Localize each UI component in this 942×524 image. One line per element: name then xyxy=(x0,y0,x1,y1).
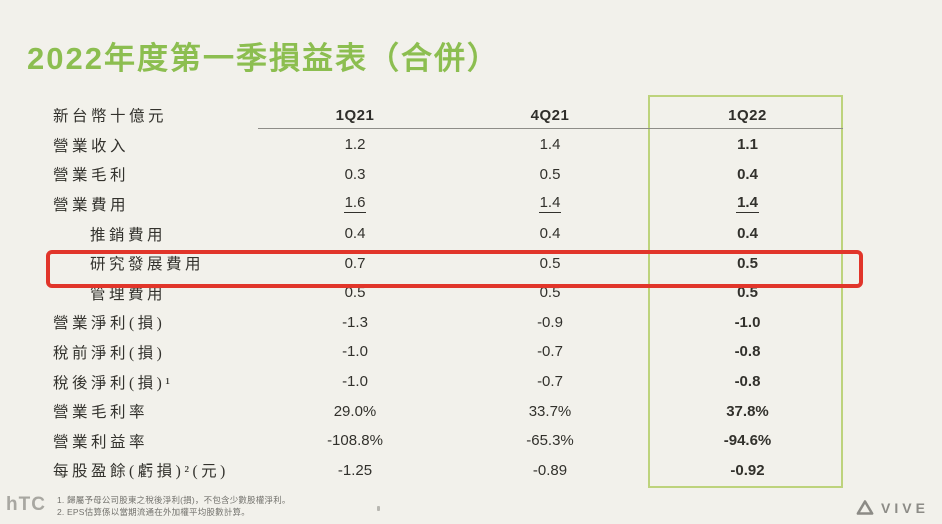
cell-value-4q21: -0.7 xyxy=(537,343,563,361)
cell-value-1q21: 0.3 xyxy=(344,165,366,183)
column-header-4q21: 4Q21 xyxy=(530,106,570,124)
cell-value-1q22: -0.92 xyxy=(730,461,765,479)
row-label: 每股盈餘(虧損)²(元) xyxy=(53,463,229,481)
cell-value-1q22: 1.1 xyxy=(737,136,758,154)
cell-value-1q21: 0.4 xyxy=(344,225,366,243)
row-label: 營業費用 xyxy=(53,196,130,214)
cell-value-1q22: -94.6% xyxy=(723,432,772,450)
cell-value-4q21: 0.5 xyxy=(539,284,561,302)
row-label: 營業毛利 xyxy=(53,167,130,185)
table-row: 營業毛利率 29.0% 33.7% 37.8% xyxy=(53,396,845,426)
cell-value-1q21: -1.0 xyxy=(342,373,368,391)
cell-value-1q21: -1.0 xyxy=(342,343,368,361)
cell-value-4q21: 0.5 xyxy=(539,254,561,272)
footnotes: 1. 歸屬予母公司股東之稅後淨利(損)，不包含少數股權淨利。 2. EPS估算係… xyxy=(57,495,457,518)
cell-value-1q21: -1.25 xyxy=(337,461,373,479)
row-label: 管理費用 xyxy=(90,285,167,303)
column-header-1q22: 1Q22 xyxy=(728,106,767,124)
htc-logo: hTC xyxy=(6,494,46,515)
table-row: 稅前淨利(損) -1.0 -0.7 -0.8 xyxy=(53,337,845,367)
vive-triangle-icon xyxy=(856,499,874,516)
column-header-1q21: 1Q21 xyxy=(335,106,375,124)
cell-value-1q22: -0.8 xyxy=(734,343,761,361)
cell-value-1q21: -108.8% xyxy=(327,432,383,450)
income-statement-table: 新台幣十億元 1Q21 4Q21 1Q22 營業收入 1.2 1.4 1.1 營業毛利 0… xyxy=(53,95,845,488)
cell-value-4q21: 1.4 xyxy=(538,194,562,214)
cell-value-1q22: 0.5 xyxy=(737,284,758,302)
row-label: 營業利益率 xyxy=(53,433,149,451)
cell-value-4q21: 0.5 xyxy=(539,165,561,183)
table-row: 營業費用 1.6 1.4 1.4 xyxy=(53,189,845,219)
cell-value-1q21: -1.3 xyxy=(342,313,368,331)
table-header-row: 新台幣十億元 1Q21 4Q21 1Q22 xyxy=(53,103,845,127)
cell-value-4q21: -0.9 xyxy=(537,313,563,331)
page-number-mark xyxy=(377,506,380,511)
cell-value-1q22: 0.4 xyxy=(737,165,758,183)
table-row: 營業收入 1.2 1.4 1.1 xyxy=(53,130,845,160)
cell-value-1q22: 0.5 xyxy=(737,254,758,272)
table-row: 管理費用 0.5 0.5 0.5 xyxy=(53,278,845,308)
cell-value-4q21: -0.89 xyxy=(532,461,568,479)
footnote-1: 1. 歸屬予母公司股東之稅後淨利(損)，不包含少數股權淨利。 xyxy=(57,495,291,505)
row-label: 營業淨利(損) xyxy=(53,315,166,333)
cell-value-1q22: -1.0 xyxy=(734,313,761,331)
cell-value-1q22: 37.8% xyxy=(726,402,769,420)
unit-label: 新台幣十億元 xyxy=(53,108,168,125)
row-highlight-box-rd-expense xyxy=(46,250,863,288)
cell-value-4q21: -0.7 xyxy=(537,373,563,391)
cell-value-1q22: 1.4 xyxy=(736,194,759,214)
row-label: 稅前淨利(損) xyxy=(53,344,166,362)
cell-value-1q21: 0.7 xyxy=(344,254,366,272)
table-row: 營業淨利(損) -1.3 -0.9 -1.0 xyxy=(53,308,845,338)
cell-value-4q21: 33.7% xyxy=(528,402,572,420)
table-row: 稅後淨利(損)¹ -1.0 -0.7 -0.8 xyxy=(53,367,845,397)
column-highlight-box-1q22 xyxy=(648,95,843,488)
cell-value-4q21: 0.4 xyxy=(539,225,561,243)
cell-value-1q21: 1.2 xyxy=(344,136,366,154)
row-label: 營業收入 xyxy=(53,137,130,155)
row-label: 稅後淨利(損)¹ xyxy=(53,374,174,392)
cell-value-1q21: 29.0% xyxy=(333,402,377,420)
cell-value-1q22: -0.8 xyxy=(734,373,761,391)
row-label: 營業毛利率 xyxy=(53,404,149,422)
table-row-highlighted: 研究發展費用 0.7 0.5 0.5 xyxy=(53,248,845,278)
cell-value-4q21: -65.3% xyxy=(526,432,574,450)
cell-value-4q21: 1.4 xyxy=(539,136,561,154)
vive-wordmark: VIVE xyxy=(881,499,929,516)
table-row: 營業毛利 0.3 0.5 0.4 xyxy=(53,160,845,190)
header-divider-line xyxy=(258,128,843,129)
table-row: 推銷費用 0.4 0.4 0.4 xyxy=(53,219,845,249)
page-title: 2022年度第一季損益表（合併） xyxy=(27,41,500,76)
cell-value-1q22: 0.4 xyxy=(737,225,758,243)
row-label: 研究發展費用 xyxy=(90,256,205,274)
cell-value-1q21: 0.5 xyxy=(344,284,366,302)
vive-logo: VIVE xyxy=(856,499,929,516)
cell-value-1q21: 1.6 xyxy=(343,194,367,214)
table-row: 每股盈餘(虧損)²(元) -1.25 -0.89 -0.92 xyxy=(53,456,845,486)
row-label: 推銷費用 xyxy=(90,226,167,244)
table-body: 營業收入 1.2 1.4 1.1 營業毛利 0.3 0.5 0.4 營業費用 1.6 1.4 1.4 推… xyxy=(53,130,845,485)
table-row: 營業利益率 -108.8% -65.3% -94.6% xyxy=(53,426,845,456)
footnote-2: 2. EPS估算係以當期流通在外加權平均股數計算。 xyxy=(57,506,250,517)
